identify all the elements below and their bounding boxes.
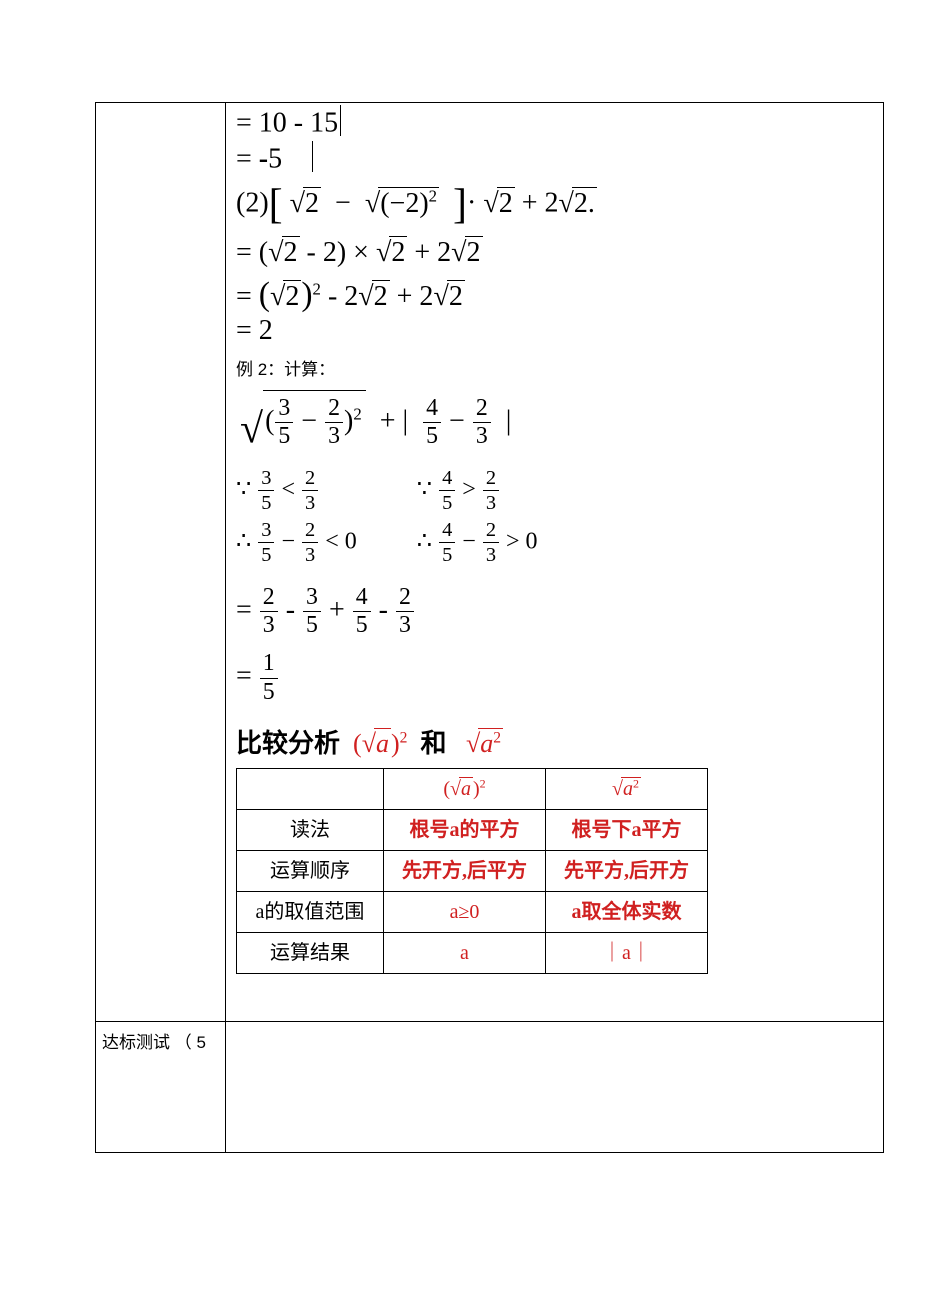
compare-row-result: 运算结果 a ｜a｜ [237,932,708,973]
math-line-2: = -5 [236,141,873,175]
row-label: a的取值范围 [237,891,384,932]
content-row: = 10 - 15 = -5 (2)[ 2 − (−2)2 ]· 2 + 22.… [96,103,884,1022]
result-line-1: = 23 - 35 + 45 - 23 [236,586,873,639]
compare-table-header-row: (a)2 a2 [237,768,708,809]
compare-row-domain: a的取值范围 a≥0 a取全体实数 [237,891,708,932]
row-c1: a [384,932,546,973]
compare-expr-2: a2 [466,729,503,758]
row-c1: 先开方,后平方 [384,850,546,891]
row-label: 运算结果 [237,932,384,973]
footer-row: 达标测试 （ 5 [96,1022,884,1153]
compare-heading: 比较分析 (a)2 和 a2 [236,723,873,760]
row-c2: 先平方,后开方 [546,850,708,891]
reasoning-left: ∵ 35 < 23 ∴ 35 − 23 < 0 [236,466,357,568]
reasoning-right: ∵ 45 > 23 ∴ 45 − 23 > 0 [417,466,538,568]
right-cell-top: = 10 - 15 = -5 (2)[ 2 − (−2)2 ]· 2 + 22.… [226,103,884,1022]
reasoning-block: ∵ 35 < 23 ∴ 35 − 23 < 0 ∵ 45 > 23 [236,466,873,568]
result-line-2: = 15 [236,652,873,705]
compare-expr-1: (a)2 [353,729,407,758]
row-c1: 根号a的平方 [384,809,546,850]
row-c2: a取全体实数 [546,891,708,932]
compare-th-1: (a)2 [384,768,546,809]
compare-middle: 和 [420,729,446,758]
math-line-6: = 2 [236,316,873,347]
left-cell-top [96,103,226,1022]
page: = 10 - 15 = -5 (2)[ 2 − (−2)2 ]· 2 + 22.… [0,0,950,1316]
math-line-5: = (2)2 - 22 + 22 [236,277,873,314]
example-2-expression: √ (35 − 23)2 + | 45 − 23 | [240,390,873,453]
footer-label: 达标测试 （ 5 [102,1033,206,1052]
row-label: 运算顺序 [237,850,384,891]
math-line-3: (2)[ 2 − (−2)2 ]· 2 + 22. [236,182,873,228]
example-2-label: 例 2：计算： [236,355,873,380]
compare-table: (a)2 a2 读法 根号a的平方 根号下a平方 运算顺序 先开方,后平方 [236,768,708,974]
compare-row-reading: 读法 根号a的平方 根号下a平方 [237,809,708,850]
row-c1: a≥0 [384,891,546,932]
right-cell-bottom [226,1022,884,1153]
compare-row-order: 运算顺序 先开方,后平方 先平方,后开方 [237,850,708,891]
math-line-1: = 10 - 15 [236,105,873,139]
row-label: 读法 [237,809,384,850]
row-c2: ｜a｜ [546,932,708,973]
compare-th-blank [237,768,384,809]
compare-prefix: 比较分析 [236,729,340,758]
compare-th-2: a2 [546,768,708,809]
outer-table: = 10 - 15 = -5 (2)[ 2 − (−2)2 ]· 2 + 22.… [95,102,884,1153]
left-cell-bottom: 达标测试 （ 5 [96,1022,226,1153]
math-line-4: = (2 - 2) × 2 + 22 [236,238,873,269]
row-c2: 根号下a平方 [546,809,708,850]
